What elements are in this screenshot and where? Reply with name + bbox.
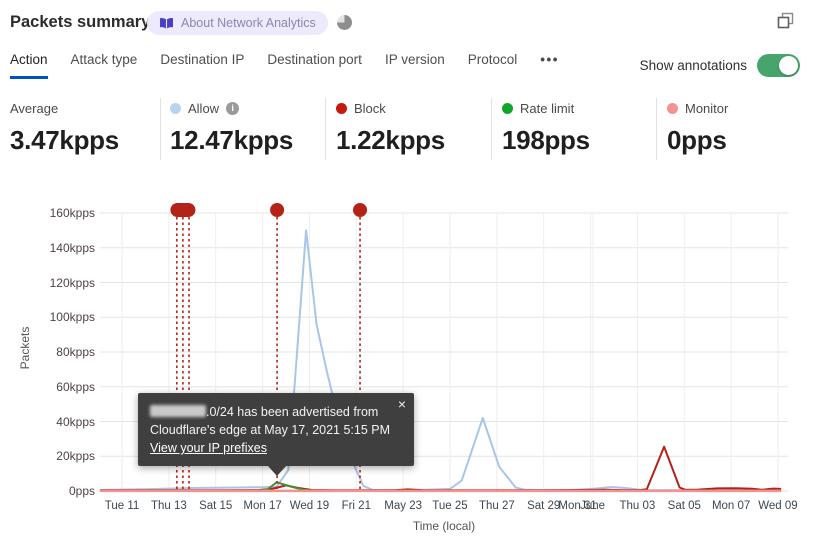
tab-protocol[interactable]: Protocol — [467, 52, 518, 67]
copy-icon[interactable] — [777, 12, 794, 29]
close-icon[interactable]: × — [397, 396, 406, 412]
stat-label: Monitor — [685, 100, 729, 116]
y-tick-label: 120kpps — [49, 275, 95, 290]
x-tick-label: May 23 — [384, 500, 422, 512]
block-legend-dot — [336, 102, 347, 114]
divider — [491, 98, 492, 160]
more-tabs-ellipsis-button[interactable]: ••• — [540, 52, 559, 67]
badge-label: About Network Analytics — [181, 16, 316, 30]
show-annotations-toggle[interactable] — [757, 54, 800, 77]
monitor-legend-dot — [667, 102, 678, 114]
page-title: Packets summary — [10, 13, 151, 31]
redacted-ip-prefix — [150, 405, 206, 417]
stat-average: Average 3.47kpps — [10, 100, 160, 156]
stat-value: 1.22kpps — [336, 125, 445, 155]
annotation-marker[interactable] — [270, 203, 285, 217]
view-ip-prefixes-link[interactable]: View your IP prefixes — [150, 441, 267, 455]
rate-limit-legend-dot — [502, 102, 513, 114]
info-icon[interactable]: i — [226, 101, 240, 115]
stat-value: 12.47kpps — [170, 125, 294, 155]
x-tick-label: Thu 13 — [150, 500, 187, 512]
x-tick-label: Mon 31 — [558, 500, 597, 512]
x-tick-label: Wed 19 — [289, 500, 330, 512]
toggle-knob — [779, 56, 798, 75]
pie-icon — [337, 15, 352, 30]
show-annotations-label: Show annotations — [639, 58, 747, 73]
divider — [656, 98, 657, 160]
x-tick-label: Tue 25 — [432, 500, 468, 512]
divider — [325, 98, 326, 160]
y-tick-label: 100kpps — [49, 310, 95, 325]
allow-legend-dot — [170, 102, 181, 114]
x-tick-label: Thu 27 — [478, 500, 515, 512]
stat-label: Block — [354, 100, 386, 116]
x-tick-label: Sat 29 — [527, 500, 561, 512]
stat-label: Average — [10, 100, 59, 116]
stat-value: 198pps — [502, 125, 590, 155]
y-tick-label: 60kpps — [56, 379, 95, 394]
y-tick-label: 80kpps — [56, 345, 95, 359]
stat-label: Allow — [188, 100, 220, 116]
x-tick-label: Thu 03 — [619, 500, 656, 512]
tooltip-line1: .0/24 has been advertised from — [150, 403, 402, 421]
x-tick-label: Mon 17 — [243, 500, 282, 512]
tab-ip-version[interactable]: IP version — [384, 52, 445, 67]
book-icon — [159, 17, 174, 30]
about-network-analytics-badge[interactable]: About Network Analytics — [147, 11, 328, 35]
tab-destination-port[interactable]: Destination port — [267, 52, 362, 67]
y-tick-label: 40kpps — [56, 414, 95, 429]
divider — [160, 98, 161, 160]
x-tick-label: Fri 21 — [341, 500, 371, 512]
stat-monitor: Monitor 0pps — [667, 100, 816, 156]
annotation-marker-cluster[interactable] — [170, 203, 196, 217]
stat-label: Rate limit — [520, 100, 575, 116]
y-tick-label: 160kpps — [49, 206, 95, 220]
annotation-marker[interactable] — [353, 203, 368, 217]
tab-bar: Action Attack type Destination IP Destin… — [10, 52, 559, 79]
annotation-tooltip: × .0/24 has been advertised from Cloudfl… — [138, 393, 414, 476]
stat-value: 0pps — [667, 125, 727, 155]
stat-value: 3.47kpps — [10, 125, 119, 155]
x-axis-title: Time (local) — [412, 519, 476, 533]
x-month-label: June — [580, 500, 606, 512]
x-tick-label: Sat 05 — [667, 500, 701, 512]
y-tick-label: 20kpps — [56, 449, 95, 464]
y-tick-label: 140kpps — [49, 240, 95, 255]
tooltip-line2: Cloudflare's edge at May 17, 2021 5:15 P… — [150, 423, 391, 437]
stat-allow: Allow i 12.47kpps — [170, 100, 320, 156]
y-tick-label: 0pps — [68, 484, 95, 498]
x-tick-label: Sat 15 — [199, 500, 233, 512]
tab-destination-ip[interactable]: Destination IP — [160, 52, 245, 67]
tab-attack-type[interactable]: Attack type — [70, 52, 138, 67]
x-tick-label: Tue 11 — [104, 500, 140, 512]
tab-action[interactable]: Action — [10, 52, 48, 79]
stat-rate-limit: Rate limit 198pps — [502, 100, 652, 156]
x-tick-label: Wed 09 — [758, 500, 798, 512]
x-tick-label: Mon 07 — [711, 500, 751, 512]
stat-block: Block 1.22kpps — [336, 100, 486, 156]
